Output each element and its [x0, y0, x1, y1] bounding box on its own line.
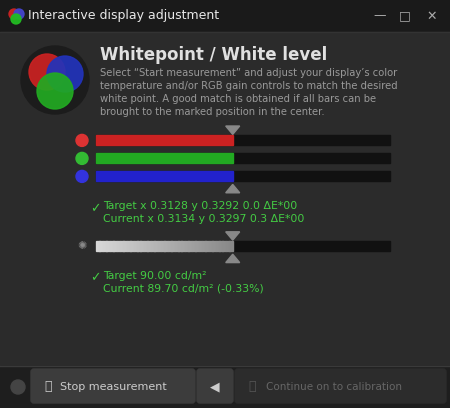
Bar: [178, 241, 182, 251]
Bar: [96, 171, 233, 182]
Text: ✕: ✕: [427, 9, 437, 22]
Bar: [120, 241, 124, 251]
Bar: [181, 241, 185, 251]
Text: Target x 0.3128 y 0.3292 0.0 ΔE*00: Target x 0.3128 y 0.3292 0.0 ΔE*00: [103, 201, 297, 211]
Bar: [192, 241, 196, 251]
Circle shape: [14, 9, 24, 19]
Bar: [222, 241, 226, 251]
Bar: [96, 135, 390, 145]
Bar: [209, 241, 213, 251]
Text: ✓: ✓: [90, 202, 100, 215]
Bar: [161, 241, 165, 251]
Text: ✺: ✺: [77, 241, 87, 251]
Bar: [113, 241, 117, 251]
Text: Select “Start measurement” and adjust your display’s color: Select “Start measurement” and adjust yo…: [100, 68, 397, 78]
Circle shape: [37, 73, 73, 109]
Circle shape: [9, 9, 19, 19]
Bar: [123, 241, 127, 251]
Bar: [168, 241, 172, 251]
Bar: [0, 366, 450, 408]
Text: □: □: [399, 9, 411, 22]
Bar: [127, 241, 130, 251]
Polygon shape: [226, 126, 240, 134]
Circle shape: [76, 153, 88, 164]
Bar: [134, 241, 138, 251]
Bar: [96, 241, 390, 251]
Polygon shape: [226, 184, 240, 193]
Circle shape: [11, 380, 25, 394]
Bar: [96, 135, 233, 145]
Bar: [205, 241, 209, 251]
Bar: [171, 241, 175, 251]
Bar: [110, 241, 113, 251]
Bar: [158, 241, 162, 251]
Text: ✓: ✓: [90, 272, 100, 285]
Bar: [96, 153, 233, 163]
Bar: [212, 241, 216, 251]
Bar: [154, 241, 158, 251]
Bar: [144, 241, 148, 251]
Bar: [216, 241, 220, 251]
Text: temperature and/or RGB gain controls to match the desired: temperature and/or RGB gain controls to …: [100, 81, 398, 91]
Circle shape: [76, 134, 88, 146]
Bar: [130, 241, 134, 251]
Bar: [106, 241, 110, 251]
Text: Interactive display adjustment: Interactive display adjustment: [28, 9, 219, 22]
Circle shape: [76, 171, 88, 182]
Bar: [219, 241, 223, 251]
Bar: [99, 241, 104, 251]
Polygon shape: [226, 254, 240, 263]
Text: brought to the marked position in the center.: brought to the marked position in the ce…: [100, 107, 324, 117]
FancyBboxPatch shape: [31, 369, 195, 403]
Bar: [164, 241, 168, 251]
Text: —: —: [374, 9, 386, 22]
Bar: [230, 241, 233, 251]
FancyBboxPatch shape: [197, 369, 233, 403]
Bar: [195, 241, 199, 251]
Circle shape: [11, 14, 21, 24]
Bar: [103, 241, 107, 251]
Bar: [188, 241, 192, 251]
Bar: [0, 0, 450, 32]
Text: ⏭: ⏭: [248, 381, 256, 393]
Bar: [202, 241, 206, 251]
Bar: [140, 241, 144, 251]
Circle shape: [47, 56, 83, 92]
Bar: [96, 241, 100, 251]
Circle shape: [21, 46, 89, 114]
Text: Current x 0.3134 y 0.3297 0.3 ΔE*00: Current x 0.3134 y 0.3297 0.3 ΔE*00: [103, 214, 304, 224]
Bar: [151, 241, 155, 251]
Text: Target 90.00 cd/m²: Target 90.00 cd/m²: [103, 271, 207, 281]
Text: ◀: ◀: [210, 381, 220, 393]
FancyBboxPatch shape: [235, 369, 446, 403]
Bar: [147, 241, 151, 251]
Bar: [198, 241, 202, 251]
Bar: [117, 241, 121, 251]
Text: Continue on to calibration: Continue on to calibration: [266, 382, 402, 392]
Bar: [137, 241, 141, 251]
Bar: [185, 241, 189, 251]
Text: white point. A good match is obtained if all bars can be: white point. A good match is obtained if…: [100, 94, 376, 104]
Text: Stop measurement: Stop measurement: [60, 382, 167, 392]
Polygon shape: [226, 232, 240, 240]
Circle shape: [29, 54, 65, 90]
Bar: [175, 241, 179, 251]
Bar: [226, 241, 230, 251]
Text: Whitepoint / White level: Whitepoint / White level: [100, 46, 327, 64]
Text: Current 89.70 cd/m² (-0.33%): Current 89.70 cd/m² (-0.33%): [103, 284, 264, 294]
Text: ⏸: ⏸: [44, 381, 51, 393]
Bar: [96, 171, 390, 182]
Bar: [96, 153, 390, 163]
